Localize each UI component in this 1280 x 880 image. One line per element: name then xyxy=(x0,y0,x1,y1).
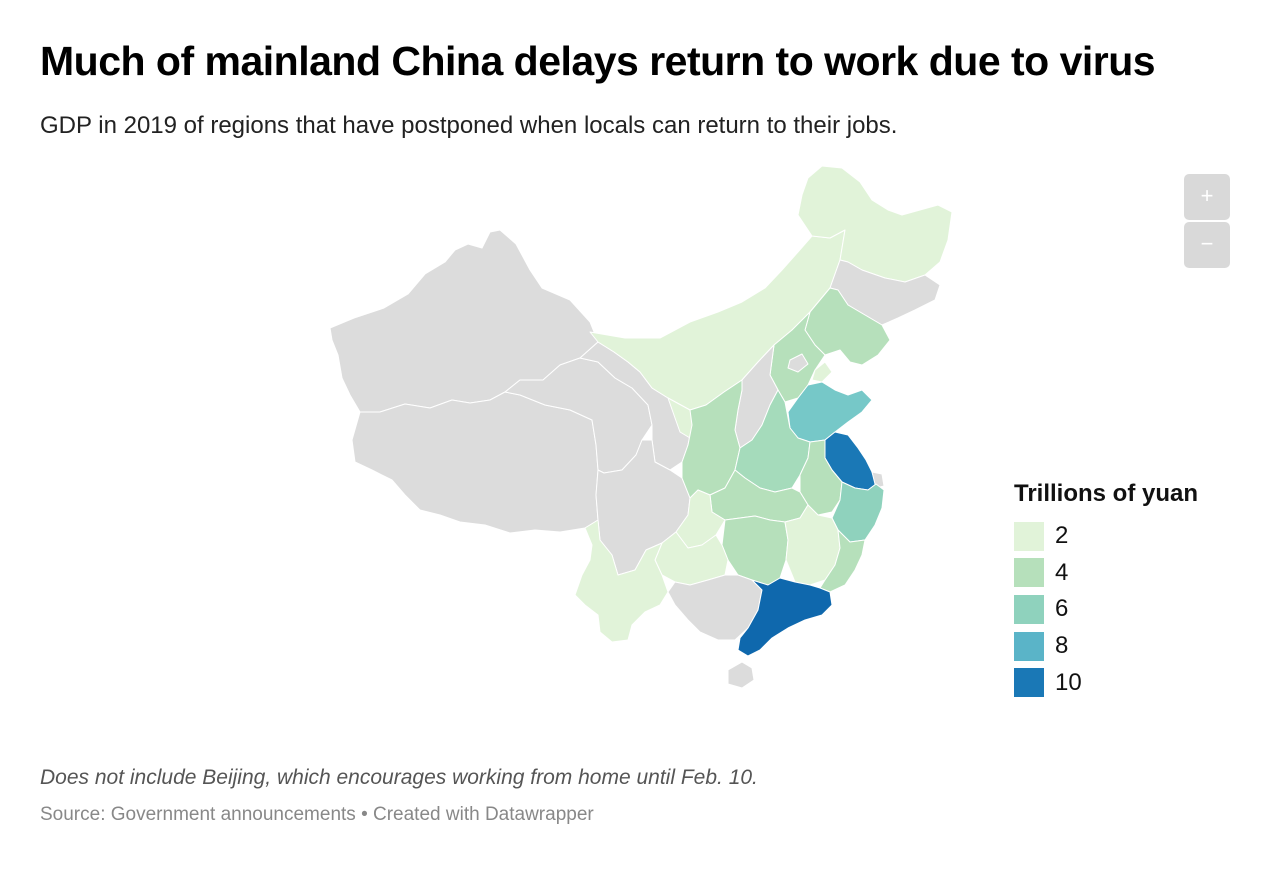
region-beijing[interactable] xyxy=(787,353,809,373)
legend-swatch xyxy=(1014,631,1044,661)
legend-item: 4 xyxy=(1014,555,1198,592)
region-hunan[interactable] xyxy=(721,515,789,586)
region-shanghai[interactable] xyxy=(871,471,885,489)
source-credit: Source: Government announcements • Creat… xyxy=(40,804,594,825)
region-yunnan[interactable] xyxy=(574,519,669,643)
region-guangdong[interactable] xyxy=(737,577,833,657)
zoom-out-button[interactable]: − xyxy=(1184,222,1230,268)
chart-subtitle: GDP in 2019 of regions that have postpon… xyxy=(40,112,898,139)
region-fujian[interactable] xyxy=(819,529,866,593)
legend-swatch xyxy=(1014,521,1044,551)
legend-label: 2 xyxy=(1055,522,1069,550)
legend-swatch xyxy=(1014,668,1044,698)
region-hainan[interactable] xyxy=(727,661,755,689)
zoom-in-button[interactable]: + xyxy=(1184,174,1230,220)
footnote: Does not include Beijing, which encourag… xyxy=(40,766,758,789)
region-guizhou[interactable] xyxy=(654,531,729,586)
legend-label: 8 xyxy=(1055,632,1069,660)
legend-swatch xyxy=(1014,558,1044,588)
legend-swatch xyxy=(1014,594,1044,624)
legend-label: 10 xyxy=(1055,668,1082,696)
legend-item: 8 xyxy=(1014,628,1198,665)
legend-item: 10 xyxy=(1014,664,1198,701)
legend-label: 4 xyxy=(1055,558,1069,586)
region-tianjin[interactable] xyxy=(811,361,833,383)
region-tibet[interactable] xyxy=(351,391,599,534)
legend-item: 6 xyxy=(1014,591,1198,628)
legend-label: 6 xyxy=(1055,595,1069,623)
legend-item: 2 xyxy=(1014,518,1198,555)
legend: Trillions of yuan 2 4 6 8 10 xyxy=(1014,480,1198,701)
chart-title: Much of mainland China delays return to … xyxy=(40,38,1156,84)
legend-title: Trillions of yuan xyxy=(1014,480,1199,507)
